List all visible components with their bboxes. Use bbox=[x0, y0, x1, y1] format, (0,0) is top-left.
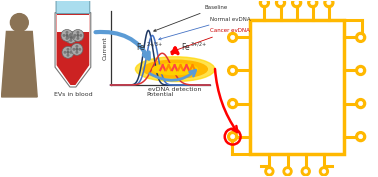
Circle shape bbox=[231, 135, 235, 139]
Circle shape bbox=[73, 36, 75, 39]
Text: evDNA detection: evDNA detection bbox=[149, 87, 202, 92]
Circle shape bbox=[324, 0, 334, 8]
Circle shape bbox=[283, 167, 292, 176]
Circle shape bbox=[67, 48, 70, 51]
Circle shape bbox=[67, 51, 70, 54]
Circle shape bbox=[76, 34, 79, 37]
Circle shape bbox=[356, 32, 366, 42]
Text: Potential: Potential bbox=[147, 92, 174, 97]
Circle shape bbox=[75, 51, 78, 54]
Circle shape bbox=[70, 33, 73, 36]
Circle shape bbox=[262, 1, 266, 5]
Circle shape bbox=[67, 54, 70, 57]
Circle shape bbox=[356, 65, 366, 75]
Text: Cancer evDNA: Cancer evDNA bbox=[171, 28, 250, 52]
Circle shape bbox=[71, 43, 83, 55]
Circle shape bbox=[75, 48, 78, 51]
Circle shape bbox=[72, 29, 84, 41]
Circle shape bbox=[259, 0, 270, 8]
Circle shape bbox=[356, 99, 366, 109]
Circle shape bbox=[359, 35, 363, 39]
Circle shape bbox=[319, 167, 328, 176]
Circle shape bbox=[228, 132, 238, 142]
Circle shape bbox=[73, 48, 75, 51]
Circle shape bbox=[65, 32, 77, 43]
FancyBboxPatch shape bbox=[56, 0, 90, 14]
Circle shape bbox=[65, 31, 68, 34]
Ellipse shape bbox=[153, 64, 197, 75]
Text: Baseline: Baseline bbox=[154, 5, 228, 31]
Circle shape bbox=[70, 39, 73, 42]
Text: 2+/3+: 2+/3+ bbox=[146, 41, 163, 46]
Circle shape bbox=[79, 34, 82, 37]
Text: EVs in blood: EVs in blood bbox=[54, 92, 92, 97]
Circle shape bbox=[64, 51, 67, 54]
Circle shape bbox=[67, 36, 70, 39]
Circle shape bbox=[76, 37, 79, 40]
Circle shape bbox=[228, 99, 238, 109]
Circle shape bbox=[11, 14, 28, 32]
Text: Fe: Fe bbox=[181, 43, 190, 52]
Circle shape bbox=[279, 1, 283, 5]
Circle shape bbox=[70, 36, 73, 39]
Polygon shape bbox=[57, 14, 89, 85]
Circle shape bbox=[231, 68, 235, 73]
Circle shape bbox=[268, 169, 271, 173]
Circle shape bbox=[231, 101, 235, 106]
Circle shape bbox=[228, 32, 238, 42]
Circle shape bbox=[61, 29, 73, 41]
Ellipse shape bbox=[135, 57, 215, 82]
Circle shape bbox=[294, 1, 299, 5]
Text: 3+/2+: 3+/2+ bbox=[191, 41, 207, 46]
Circle shape bbox=[322, 169, 326, 173]
Bar bbox=[106, 1, 217, 90]
Circle shape bbox=[276, 0, 285, 8]
Circle shape bbox=[359, 101, 363, 106]
Circle shape bbox=[65, 37, 68, 40]
Circle shape bbox=[359, 135, 363, 139]
Circle shape bbox=[359, 68, 363, 73]
Circle shape bbox=[228, 65, 238, 75]
Text: Normal evDNA: Normal evDNA bbox=[159, 16, 251, 40]
Polygon shape bbox=[55, 13, 91, 87]
Circle shape bbox=[356, 132, 366, 142]
Circle shape bbox=[311, 1, 315, 5]
Bar bbox=[57, 15, 89, 32]
Circle shape bbox=[73, 34, 76, 37]
Circle shape bbox=[308, 0, 318, 8]
Circle shape bbox=[65, 34, 68, 37]
Circle shape bbox=[265, 167, 274, 176]
Text: Fe: Fe bbox=[137, 43, 146, 52]
Circle shape bbox=[68, 34, 71, 37]
Polygon shape bbox=[2, 32, 37, 97]
Circle shape bbox=[304, 169, 308, 173]
Circle shape bbox=[75, 45, 78, 48]
Circle shape bbox=[76, 31, 79, 34]
Circle shape bbox=[327, 1, 331, 5]
Circle shape bbox=[70, 51, 73, 54]
Circle shape bbox=[62, 46, 74, 58]
Circle shape bbox=[78, 48, 81, 51]
Text: Current: Current bbox=[102, 36, 107, 60]
Circle shape bbox=[286, 169, 290, 173]
Circle shape bbox=[292, 0, 302, 8]
Circle shape bbox=[301, 167, 310, 176]
Ellipse shape bbox=[143, 60, 208, 78]
Circle shape bbox=[62, 34, 65, 37]
Circle shape bbox=[231, 35, 235, 39]
Bar bbox=[249, 19, 344, 155]
